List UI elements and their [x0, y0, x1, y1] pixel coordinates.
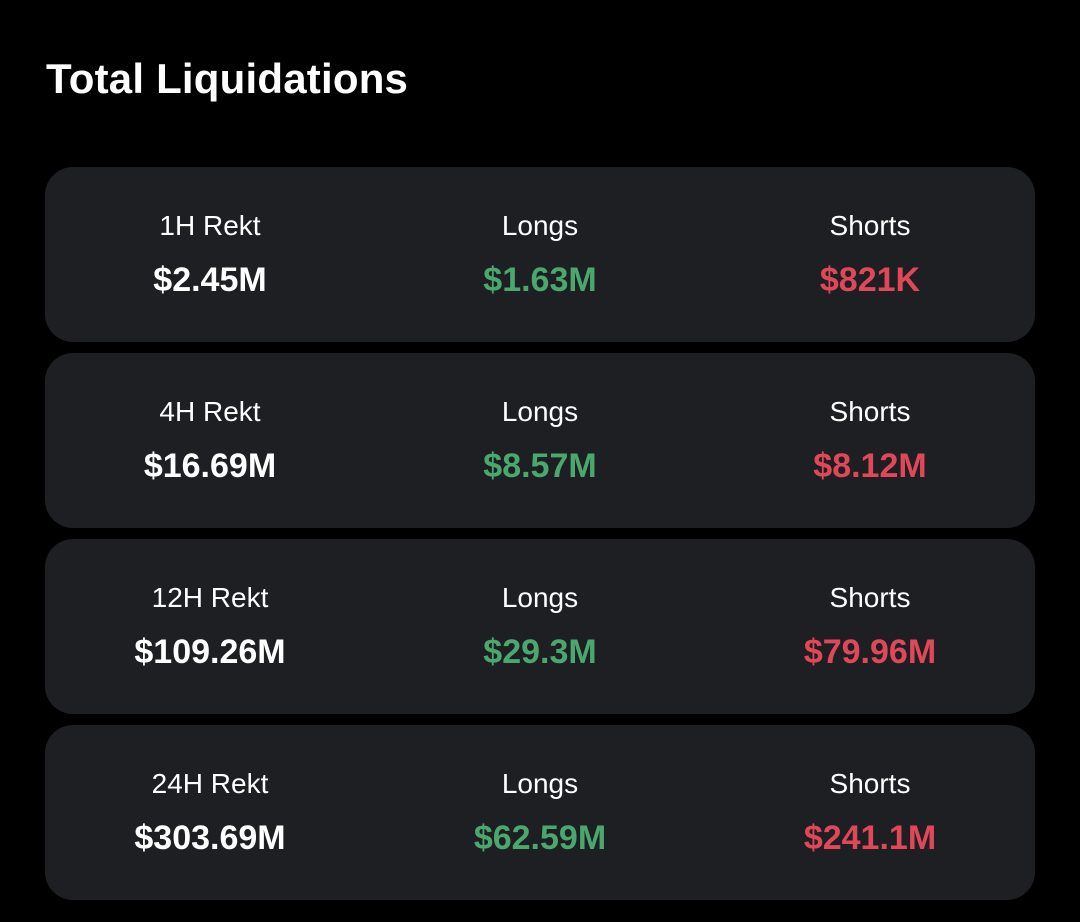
- shorts-column: Shorts $241.1M: [705, 725, 1035, 900]
- total-column: 24H Rekt $303.69M: [45, 725, 375, 900]
- longs-label: Longs: [501, 396, 579, 427]
- total-column: 4H Rekt $16.69M: [45, 353, 375, 528]
- shorts-label: Shorts: [829, 582, 911, 613]
- total-value: $109.26M: [134, 633, 286, 671]
- longs-column: Longs $1.63M: [375, 167, 705, 342]
- longs-value: $8.57M: [483, 447, 597, 485]
- shorts-column: Shorts $8.12M: [705, 353, 1035, 528]
- longs-column: Longs $29.3M: [375, 539, 705, 714]
- shorts-value: $8.12M: [813, 447, 927, 485]
- longs-label: Longs: [501, 210, 579, 241]
- period-label: 4H Rekt: [159, 396, 261, 427]
- liquidation-card-1h[interactable]: 1H Rekt $2.45M Longs $1.63M Shorts $821K: [45, 167, 1035, 342]
- liquidation-card-4h[interactable]: 4H Rekt $16.69M Longs $8.57M Shorts $8.1…: [45, 353, 1035, 528]
- total-column: 12H Rekt $109.26M: [45, 539, 375, 714]
- liquidation-card-12h[interactable]: 12H Rekt $109.26M Longs $29.3M Shorts $7…: [45, 539, 1035, 714]
- longs-value: $29.3M: [483, 633, 597, 671]
- shorts-label: Shorts: [829, 210, 911, 241]
- total-value: $16.69M: [143, 447, 277, 485]
- longs-column: Longs $62.59M: [375, 725, 705, 900]
- shorts-label: Shorts: [829, 396, 911, 427]
- liquidation-card-24h[interactable]: 24H Rekt $303.69M Longs $62.59M Shorts $…: [45, 725, 1035, 900]
- longs-value: $62.59M: [473, 819, 607, 857]
- shorts-column: Shorts $79.96M: [705, 539, 1035, 714]
- longs-label: Longs: [501, 768, 579, 799]
- page-title: Total Liquidations: [46, 55, 409, 102]
- longs-column: Longs $8.57M: [375, 353, 705, 528]
- total-column: 1H Rekt $2.45M: [45, 167, 375, 342]
- period-label: 1H Rekt: [159, 210, 261, 241]
- shorts-value: $821K: [819, 261, 921, 299]
- period-label: 12H Rekt: [151, 582, 269, 613]
- shorts-value: $241.1M: [803, 819, 937, 857]
- period-label: 24H Rekt: [151, 768, 269, 799]
- shorts-value: $79.96M: [803, 633, 937, 671]
- longs-label: Longs: [501, 582, 579, 613]
- longs-value: $1.63M: [483, 261, 597, 299]
- liquidation-cards: 1H Rekt $2.45M Longs $1.63M Shorts $821K…: [45, 167, 1035, 911]
- shorts-label: Shorts: [829, 768, 911, 799]
- total-value: $2.45M: [153, 261, 267, 299]
- total-value: $303.69M: [134, 819, 286, 857]
- shorts-column: Shorts $821K: [705, 167, 1035, 342]
